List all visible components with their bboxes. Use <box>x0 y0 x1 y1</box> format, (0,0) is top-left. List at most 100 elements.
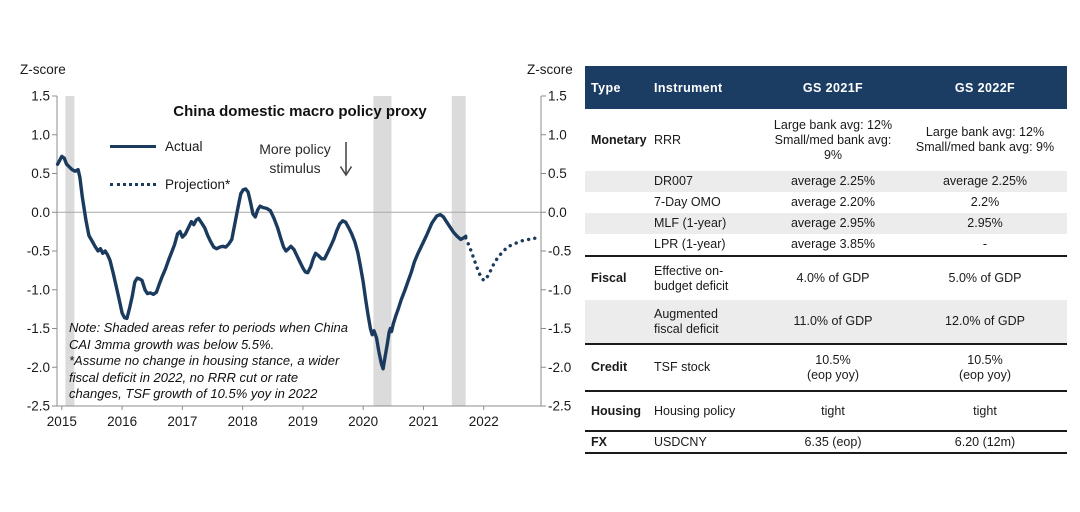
gs-2021f-cell: Large bank avg: 12% Small/med bank avg: … <box>773 117 893 162</box>
y-tick-label-right: 0.5 <box>548 166 567 181</box>
column-header-gs-2021f: GS 2021F <box>802 80 864 95</box>
table-row: MLF (1-year) average 2.95% 2.95% <box>585 213 1067 234</box>
gs-2022f-cell: 2.2% <box>970 195 1000 209</box>
y-tick-label-left: 0.0 <box>31 205 50 220</box>
legend-label-actual: Actual <box>165 139 203 154</box>
instrument-cell: Effective on- budget deficit <box>654 263 729 293</box>
y-tick-label-left: -2.0 <box>27 360 50 375</box>
instrument-cell: USDCNY <box>654 434 707 449</box>
instrument-cell: RRR <box>654 132 682 147</box>
type-cell <box>585 181 652 183</box>
gs-2022f-cell: average 2.25% <box>942 174 1028 188</box>
instrument-cell: Housing policy <box>654 403 736 418</box>
gs-2021f-cell: 10.5% (eop yoy) <box>806 352 860 382</box>
type-cell: Housing <box>591 403 641 418</box>
projection-line <box>464 235 542 283</box>
note-line-2: CAI 3mma growth was below 5.5%. <box>69 336 275 352</box>
y-tick-label-left: 1.0 <box>31 127 50 142</box>
table-row: Credit TSF stock 10.5% (eop yoy) 10.5% (eop… <box>585 343 1067 390</box>
note-line-1: Note: Shaded areas refer to periods when… <box>69 320 348 335</box>
instrument-cell: DR007 <box>654 174 693 188</box>
gs-2022f-cell: 5.0% of GDP <box>948 271 1022 285</box>
solid-line-swatch <box>110 145 156 148</box>
table-row: DR007 average 2.25% average 2.25% <box>585 171 1067 192</box>
table-row: Housing Housing policy tight tight <box>585 390 1067 430</box>
type-cell <box>585 244 652 246</box>
gs-2021f-cell: tight <box>821 403 845 418</box>
type-cell <box>585 321 652 323</box>
gs-2021f-cell: 11.0% of GDP <box>793 314 873 328</box>
gs-2022f-cell: 12.0% of GDP <box>945 314 1025 328</box>
dotted-line-swatch <box>110 183 156 186</box>
table-row: 7-Day OMO average 2.20% 2.2% <box>585 192 1067 213</box>
actual-line <box>55 154 468 371</box>
gs-2022f-cell: - <box>982 237 988 251</box>
table-row: Monetary RRR Large bank avg: 12% Small/med… <box>585 109 1067 171</box>
y-axis-title-left: Z-score <box>20 62 66 77</box>
table-row: Fiscal Effective on- budget deficit 4.0% o… <box>585 255 1067 300</box>
x-tick-label: 2018 <box>228 414 258 429</box>
type-cell <box>585 223 652 225</box>
type-cell: Credit <box>591 360 628 374</box>
y-tick-label-left: -1.0 <box>27 282 50 297</box>
y-tick-label-right: 1.5 <box>548 89 567 104</box>
x-tick-label: 2022 <box>469 414 499 429</box>
annotation-more-policy-stimulus: More policy stimulus <box>248 140 342 178</box>
shaded-band <box>451 96 466 406</box>
y-tick-label-left: -2.5 <box>27 399 50 414</box>
y-tick-label-right: -2.0 <box>548 360 571 375</box>
instrument-cell: Augmented fiscal deficit <box>654 306 719 336</box>
chart-title: China domestic macro policy proxy <box>173 103 427 120</box>
legend-label-projection: Projection* <box>165 177 231 192</box>
gs-2022f-cell: 2.95% <box>967 216 1003 230</box>
column-header-instrument: Instrument <box>654 80 723 95</box>
gs-2022f-cell: tight <box>973 403 997 418</box>
shaded-band <box>65 96 75 406</box>
y-tick-label-right: 0.0 <box>548 205 567 220</box>
y-axis-title-right: Z-score <box>527 62 573 77</box>
note-line-3: *Assume no change in housing stance, a w… <box>69 353 340 368</box>
y-tick-label-left: -1.5 <box>27 321 50 336</box>
down-arrow-icon <box>339 142 353 177</box>
table-row: LPR (1-year) average 3.85% - <box>585 234 1067 255</box>
y-tick-label-right: 1.0 <box>548 127 567 142</box>
column-header-gs-2022f: GS 2022F <box>954 80 1016 95</box>
x-tick-label: 2019 <box>288 414 318 429</box>
gs-2021f-cell: 6.35 (eop) <box>804 434 862 449</box>
gs-2021f-cell: average 2.20% <box>790 195 876 209</box>
gs-2021f-cell: 4.0% of GDP <box>796 271 870 285</box>
y-tick-label-left: 1.5 <box>31 89 50 104</box>
x-tick-label: 2016 <box>107 414 137 429</box>
x-tick-label: 2017 <box>167 414 197 429</box>
instrument-cell: MLF (1-year) <box>654 216 727 230</box>
y-tick-label-right: -1.0 <box>548 282 571 297</box>
y-tick-label-left: -0.5 <box>27 244 50 259</box>
policy-proxy-chart: 1.5 1.5 1.0 1.0 0.5 0.5 0.0 0.0 -0.5 -0.5 -1.0 -1.0… <box>20 62 573 429</box>
annotation-line-2: stimulus <box>269 160 321 176</box>
y-tick-label-right: -2.5 <box>548 399 571 414</box>
type-cell <box>585 202 652 204</box>
x-tick-label: 2020 <box>348 414 378 429</box>
y-tick-label-right: -0.5 <box>548 244 571 259</box>
x-tick-label: 2021 <box>408 414 438 429</box>
table-body: Monetary RRR Large bank avg: 12% Small/med… <box>585 109 1067 454</box>
type-cell: FX <box>591 434 607 449</box>
type-cell: Monetary <box>591 132 647 147</box>
gs-2022f-cell: Large bank avg: 12% Small/med bank avg: … <box>915 125 1055 154</box>
y-tick-label-right: -1.5 <box>548 321 571 336</box>
table-row: Augmented fiscal deficit 11.0% of GDP 12.0… <box>585 300 1067 343</box>
chart-note: Note: Shaded areas refer to periods when… <box>69 320 369 403</box>
shaded-band <box>373 96 392 406</box>
instrument-cell: LPR (1-year) <box>654 237 726 251</box>
x-tick-label: 2015 <box>47 414 77 429</box>
type-cell: Fiscal <box>591 271 627 285</box>
note-line-5: changes, TSF growth of 10.5% yoy in 2022 <box>69 386 318 401</box>
table-header: Type Instrument GS 2021F GS 2022F <box>585 66 1067 109</box>
column-header-type: Type <box>591 80 621 95</box>
policy-forecast-table: Type Instrument GS 2021F GS 2022F Moneta… <box>585 66 1067 454</box>
gs-2021f-cell: average 2.95% <box>790 216 876 230</box>
legend-item-projection: Projection* <box>110 177 230 192</box>
gs-2021f-cell: average 3.85% <box>790 237 876 251</box>
annotation-line-1: More policy <box>259 141 331 157</box>
